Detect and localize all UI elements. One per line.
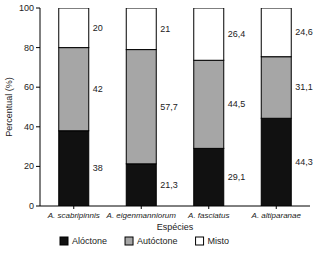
legend-label: Misto (208, 236, 230, 246)
x-tick (208, 206, 209, 209)
y-tick (36, 87, 40, 88)
bar-segment (261, 8, 291, 57)
bar-segment (59, 48, 89, 131)
y-tick (36, 8, 40, 9)
data-label: 26,4 (228, 29, 246, 39)
data-label: 20 (93, 23, 103, 33)
bar-segment (261, 118, 291, 206)
bar-segment (194, 60, 224, 148)
legend-swatch (196, 237, 204, 245)
bar-segment (126, 164, 156, 206)
bar-segment (126, 8, 156, 50)
data-label: 24,6 (295, 27, 313, 37)
x-tick (276, 206, 277, 209)
legend-label: Autóctone (137, 236, 178, 246)
y-tick-label: 40 (24, 122, 34, 132)
y-axis-title: Percentual (%) (4, 77, 14, 137)
data-label: 21,3 (160, 180, 178, 190)
x-tick (141, 206, 142, 209)
data-label: 42 (93, 84, 103, 94)
data-label: 57,7 (160, 102, 178, 112)
data-labels: 38 42 20 21,3 57,7 21 29,1 44,5 26,4 44,3 31,1 24,6 (93, 23, 313, 190)
legend-swatch (125, 237, 133, 245)
x-tick-label: A. scabripinnis (47, 211, 100, 220)
y-tick (36, 206, 40, 207)
y-tick-label: 0 (29, 201, 34, 211)
bar-segment (194, 8, 224, 60)
y-tick (36, 166, 40, 167)
data-label: 29,1 (228, 172, 246, 182)
data-label: 38 (93, 163, 103, 173)
bar-segment (59, 8, 89, 48)
x-tick-label: A. fasciatus (187, 211, 229, 220)
legend-swatch (60, 237, 68, 245)
x-tick (73, 206, 74, 209)
legend-label: Alóctone (72, 236, 107, 246)
y-tick-label: 80 (24, 43, 34, 53)
bar-segment (261, 57, 291, 119)
y-tick-label: 60 (24, 82, 34, 92)
bar-segment (194, 148, 224, 206)
y-tick-label: 20 (24, 161, 34, 171)
y-axis (40, 8, 41, 206)
y-tick (36, 47, 40, 48)
data-label: 44,3 (295, 157, 313, 167)
chart: 0 20 40 60 80 100 Percentual (%) 38 42 20 21,3 57,7… (0, 0, 328, 257)
data-label: 44,5 (228, 99, 246, 109)
bar-segment (59, 131, 89, 206)
x-tick-label: A. eigenmanniorum (106, 211, 177, 220)
bars (59, 8, 292, 206)
x-axis-title: Espécies (157, 222, 194, 232)
data-label: 21 (160, 24, 170, 34)
y-tick-label: 100 (19, 3, 34, 13)
data-label: 31,1 (295, 82, 313, 92)
bar-segment (126, 50, 156, 164)
legend: Alóctone Autóctone Misto (60, 236, 229, 246)
x-tick-label: A. altiparanae (251, 211, 302, 220)
y-tick (36, 126, 40, 127)
